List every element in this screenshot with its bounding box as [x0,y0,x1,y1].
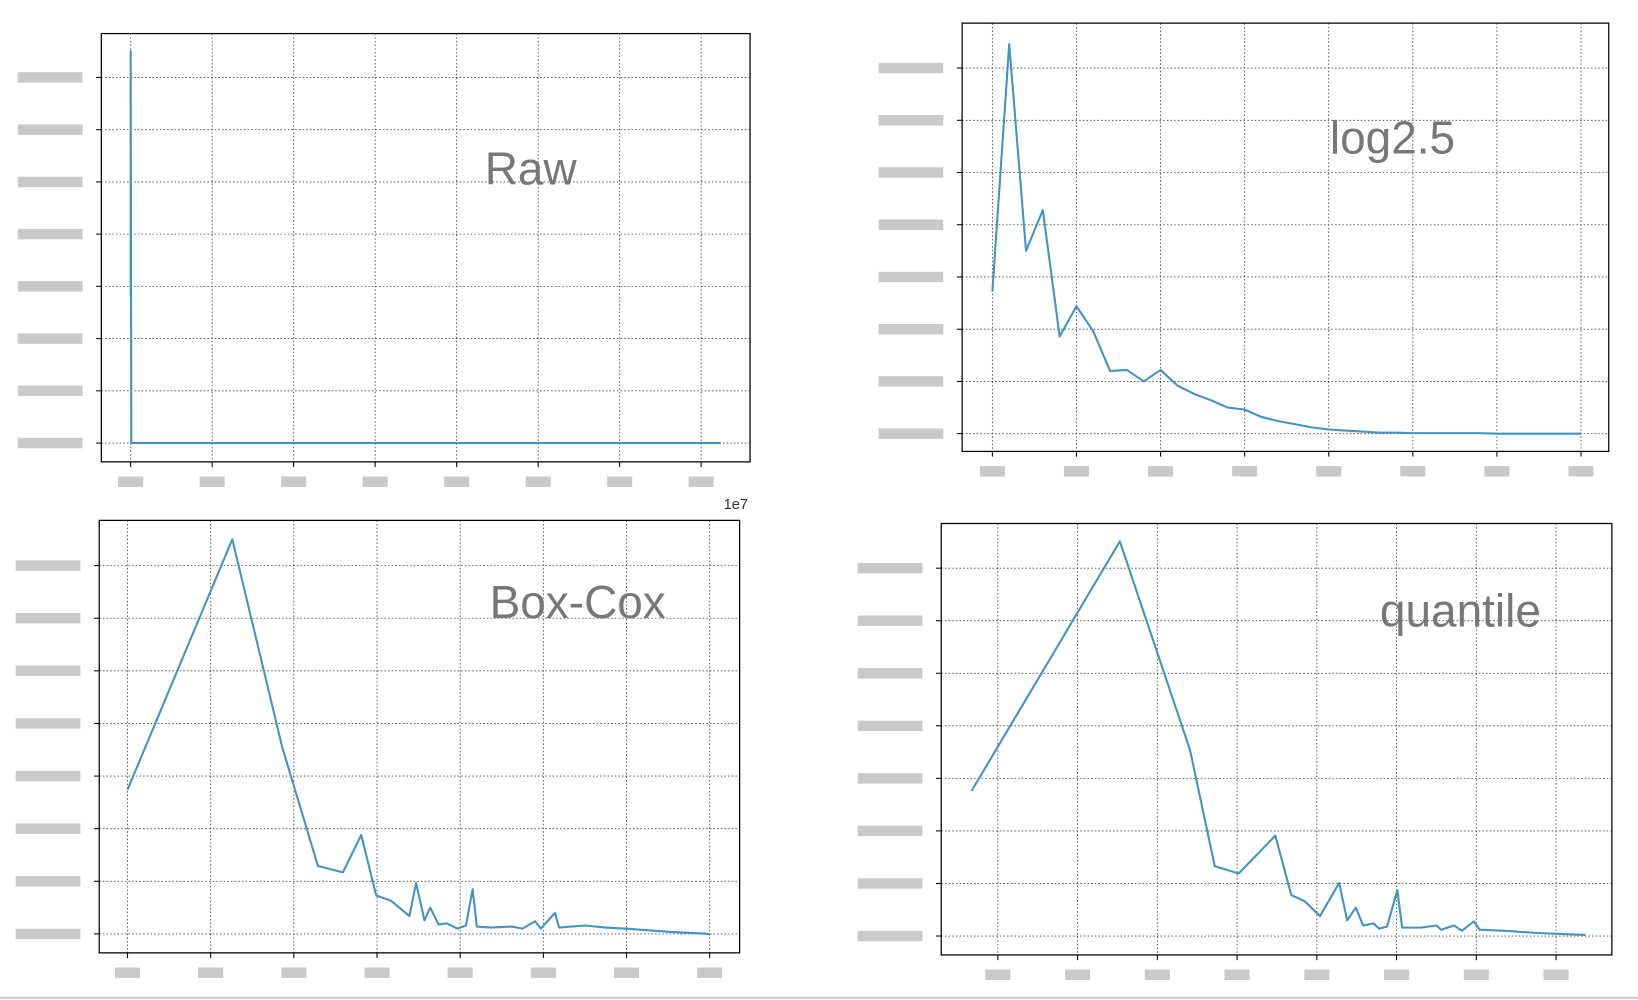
blurred-label [878,428,944,439]
blurred-label [118,476,144,487]
blurred-label [17,72,83,83]
chart-title: Raw [485,143,578,195]
blurred-label [447,967,473,978]
chart-title: log2.5 [1330,111,1455,163]
blurred-label [1304,969,1330,981]
blurred-label [199,476,225,487]
blurred-label [17,333,83,344]
blurred-label [1568,466,1594,477]
blurred-label [17,281,83,292]
data-line [970,540,1586,937]
data-line [991,42,1582,435]
blurred-label [878,219,944,230]
blurred-label [15,665,81,677]
blurred-label [607,476,633,487]
blurred-label [857,668,923,679]
blurred-label [525,476,551,487]
blurred-label [281,967,307,978]
blurred-label [17,437,83,449]
blurred-label [697,967,723,978]
blurred-label [857,825,923,837]
blurred-label [1484,466,1510,477]
data-line [129,50,721,445]
blurred-label [1384,969,1410,981]
blurred-label [878,115,944,126]
blurred-label [878,376,944,387]
blurred-label [1232,466,1258,477]
blurred-label [17,228,83,240]
blurred-label [198,967,224,978]
blurred-label [857,773,923,784]
blurred-label [857,615,923,626]
blurred-label [530,967,556,978]
blurred-label [878,323,944,335]
blurred-label [1543,969,1569,981]
blurred-label [878,167,944,178]
blurred-label [1224,969,1250,981]
blurred-label [15,928,81,940]
blurred-label [857,562,923,574]
chart-title: Box-Cox [490,576,666,628]
blurred-label [17,385,83,397]
blurred-label [979,466,1005,477]
data-line [126,538,710,935]
blurred-label [1463,969,1489,981]
blurred-label [114,967,141,978]
chart-title: quantile [1380,585,1541,637]
blurred-label [1065,969,1091,981]
blurred-label [878,271,944,283]
blurred-label [857,930,923,942]
blurred-label [15,770,81,782]
plot-frame [98,519,741,954]
blurred-label [985,969,1011,981]
blurred-label [857,878,923,889]
blurred-label [17,176,83,188]
blurred-label [15,718,81,729]
blurred-label [15,823,81,834]
blurred-label [15,876,81,887]
blurred-label [1144,969,1170,981]
blurred-label [281,476,307,487]
blurred-label [1400,466,1426,477]
blurred-label [1063,466,1090,477]
blurred-label [1316,466,1342,477]
blurred-label [364,967,390,978]
blurred-label [17,124,83,135]
blurred-label [15,560,81,571]
blurred-label [878,62,944,74]
blurred-label [362,476,388,487]
x-offset-label: 1e7 [724,497,748,513]
plot-frame [961,22,1610,453]
plot-frame [940,522,1613,956]
blurred-label [688,476,714,487]
blurred-label [444,476,470,487]
blurred-label [15,613,81,624]
blurred-label [857,720,923,732]
blurred-label [1148,466,1174,477]
plot-frame [100,32,751,463]
blurred-label [613,967,640,978]
